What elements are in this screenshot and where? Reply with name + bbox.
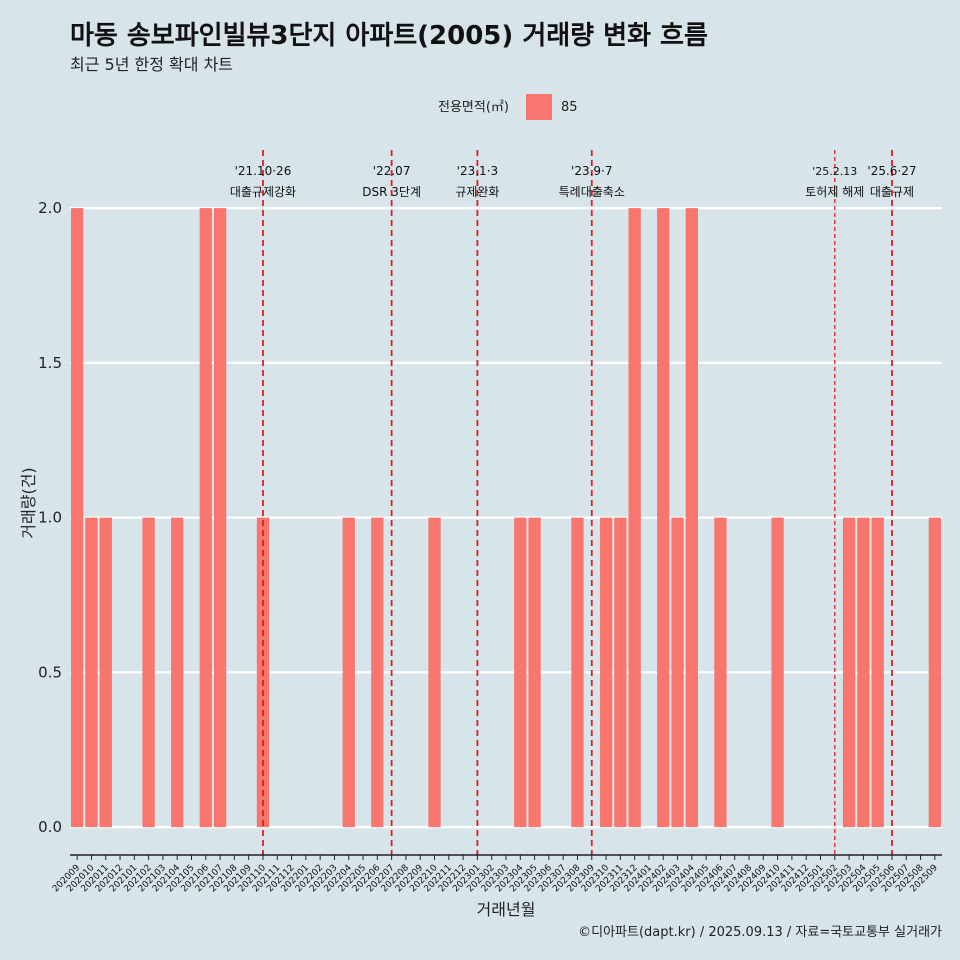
bar-202312 (628, 208, 641, 828)
legend: 전용면적(㎡) 85 (438, 94, 578, 120)
bar-202503 (842, 517, 856, 828)
legend-swatch-85 (526, 94, 552, 120)
y-tick-label: 0.5 (38, 663, 62, 681)
caption: ©디아파트(dapt.kr) / 2025.09.13 / 자료=국토교통부 실… (578, 925, 942, 940)
bar-202311 (614, 517, 627, 828)
bar-202107 (213, 208, 227, 828)
bar-202504 (857, 517, 870, 828)
bar-202010 (85, 517, 98, 828)
bar-202011 (99, 517, 112, 828)
event-label: 특례대출축소 (559, 185, 625, 199)
bar-202305 (528, 517, 541, 828)
event-date: '23.9·7 (571, 164, 612, 178)
y-tick-label: 1.0 (38, 509, 62, 527)
chart-subtitle: 최근 5년 한정 확대 차트 (70, 55, 233, 74)
bar-202402 (657, 208, 670, 828)
bar-202509 (928, 517, 941, 828)
y-tick-label: 2.0 (38, 199, 62, 217)
event-label: 대출규제 (870, 185, 914, 199)
bar-202406 (714, 517, 727, 828)
event-label: 대출규제강화 (230, 185, 296, 199)
bar-202505 (871, 517, 884, 828)
bar-202102 (142, 517, 155, 828)
legend-title: 전용면적(㎡) (438, 100, 509, 115)
bar-202310 (599, 517, 613, 828)
legend-label-85: 85 (561, 100, 578, 115)
bar-202009 (71, 208, 84, 828)
event-date: '23.1·3 (457, 164, 498, 178)
x-axis: 2020092020102020112020122021012021022021… (51, 854, 942, 894)
bar-202204 (342, 517, 355, 828)
bar-202404 (685, 208, 698, 828)
bar-202403 (671, 517, 684, 828)
event-label: 규제완화 (455, 185, 499, 199)
bar-202308 (571, 517, 584, 828)
event-date: '22.07 (373, 164, 411, 178)
event-date: '21.10·26 (235, 164, 292, 178)
event-label: DSR 3단계 (362, 185, 421, 199)
bar-202106 (199, 208, 212, 828)
y-tick-label: 0.0 (38, 818, 62, 836)
event-lines: '21.10·26 대출규제강화 '22.07 DSR 3단계 '23.1·3 규제완화 '… (230, 150, 917, 855)
bars (71, 208, 941, 828)
y-axis: 0.0 0.5 1.0 1.5 2.0 (38, 199, 62, 836)
bar-202206 (371, 517, 384, 828)
event-date: '25.6·27 (867, 164, 916, 178)
bar-202104 (171, 517, 184, 828)
y-tick-label: 1.5 (38, 354, 62, 372)
y-axis-label: 거래량(건) (19, 467, 38, 538)
chart-title: 마동 송보파인빌뷰3단지 아파트(2005) 거래량 변화 흐름 (70, 21, 708, 51)
bar-202304 (514, 517, 527, 828)
x-axis-label: 거래년월 (477, 900, 536, 919)
bar-202210 (428, 517, 441, 828)
bar-202410 (771, 517, 784, 828)
event-date: '25.2.13 (812, 165, 857, 178)
event-label: 토허제 해제 (805, 185, 864, 199)
